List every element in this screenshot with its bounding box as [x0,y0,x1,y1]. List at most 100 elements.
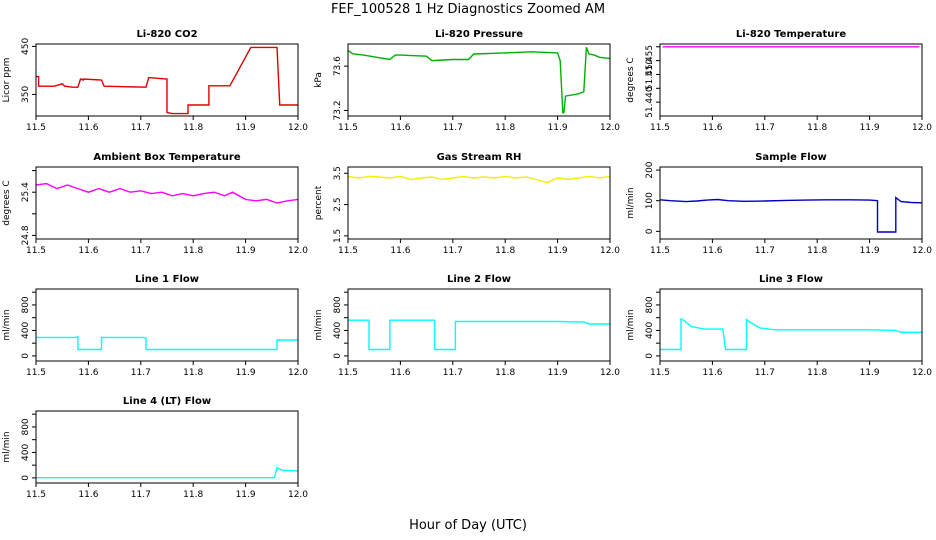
plot-frame [347,288,611,362]
x-tick-label: 12.0 [912,123,932,133]
y-tick-label: 200 [645,161,655,178]
series-line [36,182,298,204]
y-axis-label: ml/min [2,309,12,340]
x-tick-label: 11.8 [807,368,827,378]
x-tick-label: 11.9 [236,246,256,256]
chart-panel: Li-820 Pressure 11.5 11.6 11.7 11.8 11.9 12.0 7… [314,29,620,133]
chart-title: Ambient Box Temperature [93,152,240,163]
chart-panel: Li-820 Temperature 11.5 11.6 11.7 11.8 11.9 12… [626,29,932,133]
y-tick-label: 0 [333,353,343,359]
x-tick-label: 12.0 [912,368,932,378]
x-tick-label: 11.5 [26,368,46,378]
chart-panel: Sample Flow 11.5 11.6 11.7 11.8 11.9 12.0 0 100 2… [626,152,932,256]
x-tick-label: 11.5 [26,490,46,500]
chart-panel: Line 1 Flow 11.5 11.6 11.7 11.8 11.9 12.0 0 400 8… [2,274,308,378]
chart-panel: Ambient Box Temperature 11.5 11.6 11.7 11.8 1… [2,152,308,256]
chart-panel: Line 2 Flow 11.5 11.6 11.7 11.8 11.9 12.0 0 400 8… [314,274,620,378]
y-axis-label: percent [314,185,324,220]
x-tick-label: 12.0 [600,123,620,133]
x-tick-label: 11.6 [390,123,410,133]
y-axis-label: kPa [314,72,324,88]
x-tick-label: 11.8 [807,246,827,256]
x-tick-label: 12.0 [288,368,308,378]
x-tick-label: 11.5 [338,246,358,256]
y-tick-label: 400 [21,322,31,339]
x-tick-label: 11.6 [702,246,722,256]
y-tick-label: 400 [21,444,31,461]
plot-frame [659,166,923,240]
y-tick-label: 800 [21,418,31,435]
y-axis-label: degrees C [626,57,636,102]
x-tick-label: 11.6 [78,490,98,500]
x-tick-label: 11.9 [236,490,256,500]
plot-frame [659,288,923,362]
x-tick-label: 11.8 [495,246,515,256]
plot-frame [35,166,299,240]
x-tick-label: 11.6 [390,246,410,256]
x-tick-label: 12.0 [600,368,620,378]
y-axis-label: Licor ppm [2,58,12,103]
y-tick-label: 51.440 [645,86,655,118]
y-axis-label: ml/min [314,309,324,340]
plot-frame [35,288,299,362]
x-tick-label: 11.7 [443,368,463,378]
x-tick-label: 11.9 [236,368,256,378]
plot-frame [347,43,611,117]
y-tick-label: 800 [21,296,31,313]
x-tick-label: 11.5 [650,368,670,378]
x-tick-label: 12.0 [288,246,308,256]
y-axis-label: degrees C [2,180,12,225]
x-tick-label: 11.6 [78,368,98,378]
y-tick-label: 1.5 [333,229,343,243]
x-tick-label: 11.7 [131,490,151,500]
series-line [348,175,610,184]
y-tick-label: 0 [645,228,655,234]
x-tick-label: 11.9 [860,246,880,256]
chart-title: Li-820 Temperature [736,29,846,40]
x-tick-label: 12.0 [600,246,620,256]
x-tick-label: 11.5 [26,123,46,133]
x-tick-label: 11.9 [548,368,568,378]
x-tick-label: 11.9 [860,123,880,133]
series-line [348,47,610,114]
figure-title: FEF_100528 1 Hz Diagnostics Zoomed AM [330,2,606,17]
series-line [660,317,922,351]
chart-panel: Line 4 (LT) Flow 11.5 11.6 11.7 11.8 11.9 12.0… [2,396,308,500]
x-tick-label: 11.6 [390,368,410,378]
x-tick-label: 11.8 [495,368,515,378]
series-line [36,466,298,479]
x-tick-label: 11.7 [443,246,463,256]
x-tick-label: 11.6 [702,123,722,133]
x-tick-label: 11.5 [338,123,358,133]
x-tick-label: 12.0 [288,490,308,500]
chart-title: Sample Flow [755,152,827,163]
y-tick-label: 800 [645,296,655,313]
chart-title: Gas Stream RH [437,152,522,163]
x-tick-label: 12.0 [912,246,932,256]
x-tick-label: 11.7 [443,123,463,133]
x-tick-label: 11.5 [26,246,46,256]
y-tick-label: 2.5 [333,197,343,211]
series-line [36,46,298,115]
chart-title: Li-820 CO2 [136,29,197,40]
x-tick-label: 11.6 [702,368,722,378]
x-tick-label: 11.8 [495,123,515,133]
chart-title: Li-820 Pressure [435,29,523,40]
chart-title: Line 1 Flow [135,274,199,285]
y-tick-label: 100 [645,192,655,209]
chart-panel: Li-820 CO2 11.5 11.6 11.7 11.8 11.9 12.0 350 450… [2,29,308,133]
series-line [348,319,610,351]
x-tick-label: 11.5 [650,246,670,256]
x-tick-label: 11.8 [183,490,203,500]
y-tick-label: 400 [333,322,343,339]
y-axis-label: ml/min [626,187,636,218]
y-axis-label: ml/min [626,309,636,340]
series-line [36,335,298,351]
figure-xlabel: Hour of Day (UTC) [409,518,527,533]
y-tick-label: 24.8 [21,225,31,245]
x-tick-label: 11.8 [183,368,203,378]
x-tick-label: 11.9 [860,368,880,378]
x-tick-label: 11.8 [807,123,827,133]
plot-frame [35,43,299,117]
